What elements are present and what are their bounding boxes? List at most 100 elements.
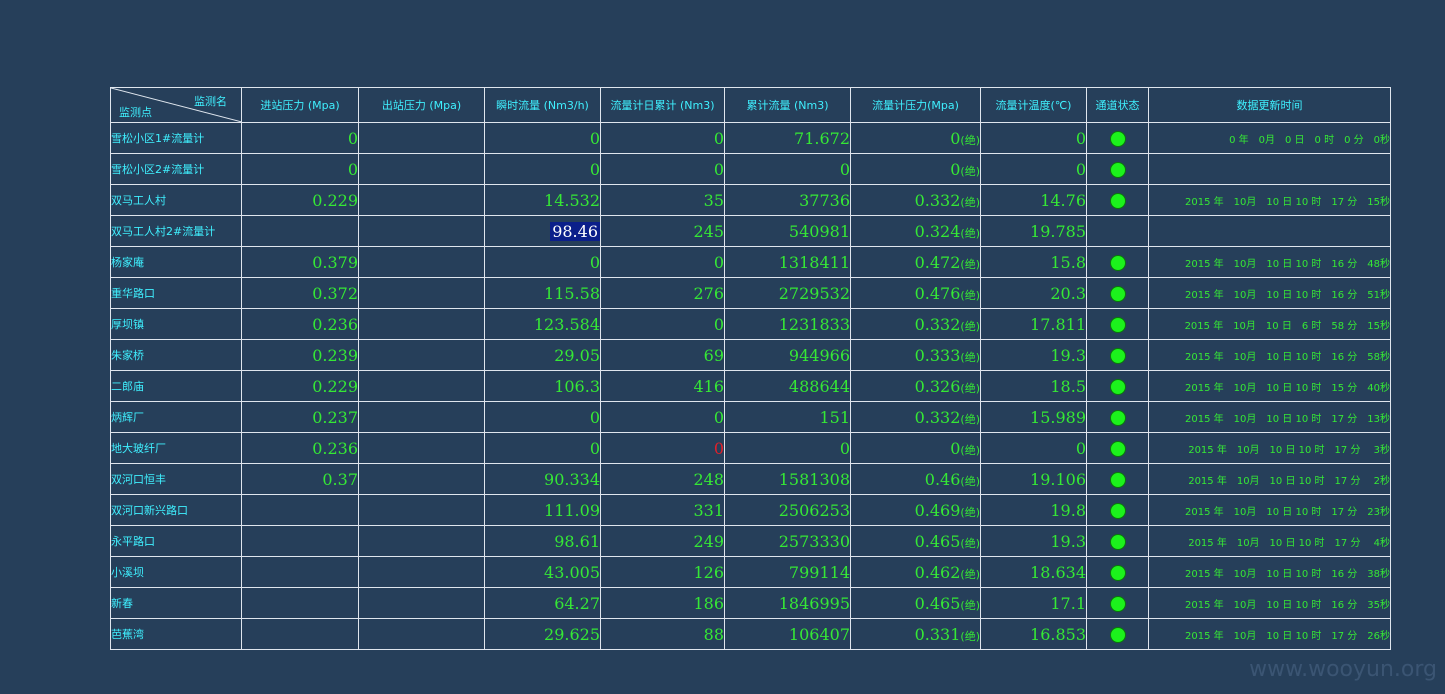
table-row: 朱家桥 0.239 29.05 69 944966 0.333(绝) 19.3 2015 年 … [110, 339, 1391, 371]
status-indicator-icon [1109, 348, 1126, 364]
cumulative-flow-value: 1581308 [724, 463, 851, 495]
meter-pressure-value: 0.462(绝) [850, 556, 981, 588]
header-outlet-pressure: 出站压力 (Mpa) [358, 87, 485, 123]
inlet-pressure-value: 0.236 [241, 308, 359, 340]
absolute-unit: (绝) [960, 629, 980, 643]
update-time-value [1148, 215, 1391, 247]
meter-pressure-value: 0(绝) [850, 153, 981, 185]
meter-temperature-value: 19.3 [980, 525, 1087, 557]
daily-total-value: 249 [600, 525, 725, 557]
meter-pressure-value: 0.332(绝) [850, 308, 981, 340]
outlet-pressure-value [358, 339, 485, 371]
absolute-unit: (绝) [960, 536, 980, 550]
update-time-value: 2015 年 10月 10 日 10 时 17 分 26秒 [1148, 618, 1391, 650]
outlet-pressure-value [358, 463, 485, 495]
meter-temperature-value: 20.3 [980, 277, 1087, 309]
meter-pressure-number: 0.465 [914, 531, 961, 551]
update-time-value: 2015 年 10月 10 日 10 时 17 分 15秒 [1148, 184, 1391, 216]
channel-status-cell [1086, 370, 1149, 402]
meter-temperature-value: 0 [980, 153, 1087, 185]
cumulative-flow-value: 2729532 [724, 277, 851, 309]
selected-text[interactable]: 98.46 [550, 221, 600, 241]
absolute-unit: (绝) [960, 319, 980, 333]
cumulative-flow-value: 1318411 [724, 246, 851, 278]
cumulative-flow-value: 0 [724, 432, 851, 464]
inlet-pressure-value [241, 525, 359, 557]
outlet-pressure-value [358, 153, 485, 185]
outlet-pressure-value [358, 370, 485, 402]
header-daily-total: 流量计日累计 (Nm3) [600, 87, 725, 123]
channel-status-cell [1086, 525, 1149, 557]
table-body: 雪松小区1#流量计 0 0 0 71.672 0(绝) 0 0 年 0月 0 日 0 时 0 … [110, 122, 1391, 650]
instant-flow-value: 123.584 [484, 308, 601, 340]
meter-pressure-value: 0.326(绝) [850, 370, 981, 402]
table-row: 双河口新兴路口 111.09 331 2506253 0.469(绝) 19.8 2015 … [110, 494, 1391, 526]
update-time-value: 2015 年 10月 10 日 10 时 16 分 58秒 [1148, 339, 1391, 371]
meter-pressure-value: 0(绝) [850, 122, 981, 154]
inlet-pressure-value [241, 556, 359, 588]
meter-temperature-value: 19.3 [980, 339, 1087, 371]
status-indicator-icon [1109, 131, 1126, 147]
daily-total-value: 0 [600, 122, 725, 154]
update-time-value: 2015 年 10月 10 日 10 时 15 分 40秒 [1148, 370, 1391, 402]
outlet-pressure-value [358, 556, 485, 588]
meter-temperature-value: 16.853 [980, 618, 1087, 650]
inlet-pressure-value: 0.229 [241, 184, 359, 216]
update-time-value: 2015 年 10月 10 日 10 时 16 分 35秒 [1148, 587, 1391, 619]
table-row: 双河口恒丰 0.37 90.334 248 1581308 0.46(绝) 19.106 20… [110, 463, 1391, 495]
status-indicator-icon [1109, 379, 1126, 395]
meter-temperature-value: 18.5 [980, 370, 1087, 402]
inlet-pressure-value: 0.236 [241, 432, 359, 464]
meter-temperature-value: 15.989 [980, 401, 1087, 433]
absolute-unit: (绝) [960, 257, 980, 271]
meter-pressure-number: 0 [950, 159, 961, 179]
station-name: 双河口新兴路口 [110, 494, 242, 526]
meter-pressure-number: 0.332 [914, 407, 961, 427]
inlet-pressure-value: 0.229 [241, 370, 359, 402]
meter-pressure-number: 0.476 [914, 283, 961, 303]
daily-total-value: 276 [600, 277, 725, 309]
meter-pressure-value: 0.476(绝) [850, 277, 981, 309]
meter-pressure-value: 0.465(绝) [850, 587, 981, 619]
daily-total-value: 0 [600, 401, 725, 433]
instant-flow-value: 0 [484, 401, 601, 433]
channel-status-cell [1086, 215, 1149, 247]
instant-flow-value: 0 [484, 246, 601, 278]
channel-status-cell [1086, 339, 1149, 371]
instant-flow-value: 111.09 [484, 494, 601, 526]
instant-flow-value: 29.625 [484, 618, 601, 650]
meter-pressure-value: 0.472(绝) [850, 246, 981, 278]
status-indicator-icon [1109, 255, 1126, 271]
absolute-unit: (绝) [960, 195, 980, 209]
update-time-value: 2015 年 10月 10 日 10 时 16 分 38秒 [1148, 556, 1391, 588]
outlet-pressure-value [358, 618, 485, 650]
instant-flow-value[interactable]: 98.46 [484, 215, 601, 247]
update-time-value: 0 年 0月 0 日 0 时 0 分 0秒 [1148, 122, 1391, 154]
absolute-unit: (绝) [960, 505, 980, 519]
outlet-pressure-value [358, 432, 485, 464]
station-name: 炳辉厂 [110, 401, 242, 433]
meter-pressure-value: 0(绝) [850, 432, 981, 464]
header-instant-flow: 瞬时流量 (Nm3/h) [484, 87, 601, 123]
meter-pressure-value: 0.331(绝) [850, 618, 981, 650]
instant-flow-value: 64.27 [484, 587, 601, 619]
table-row: 小溪坝 43.005 126 799114 0.462(绝) 18.634 2015 年 1… [110, 556, 1391, 588]
channel-status-cell [1086, 184, 1149, 216]
cumulative-flow-value: 1846995 [724, 587, 851, 619]
meter-pressure-value: 0.332(绝) [850, 184, 981, 216]
meter-temperature-value: 19.785 [980, 215, 1087, 247]
table-row: 炳辉厂 0.237 0 0 151 0.332(绝) 15.989 2015 年 10月 10… [110, 401, 1391, 433]
inlet-pressure-value: 0 [241, 153, 359, 185]
table-row: 双马工人村2#流量计 98.46 245 540981 0.324(绝) 19.785 [110, 215, 1391, 247]
station-name: 二郎庙 [110, 370, 242, 402]
instant-flow-value: 0 [484, 122, 601, 154]
channel-status-cell [1086, 308, 1149, 340]
station-name: 芭蕉湾 [110, 618, 242, 650]
station-name: 新春 [110, 587, 242, 619]
instant-flow-value: 115.58 [484, 277, 601, 309]
cumulative-flow-value: 540981 [724, 215, 851, 247]
instant-flow-value: 106.3 [484, 370, 601, 402]
status-indicator-icon [1109, 627, 1126, 643]
meter-pressure-value: 0.469(绝) [850, 494, 981, 526]
inlet-pressure-value: 0 [241, 122, 359, 154]
